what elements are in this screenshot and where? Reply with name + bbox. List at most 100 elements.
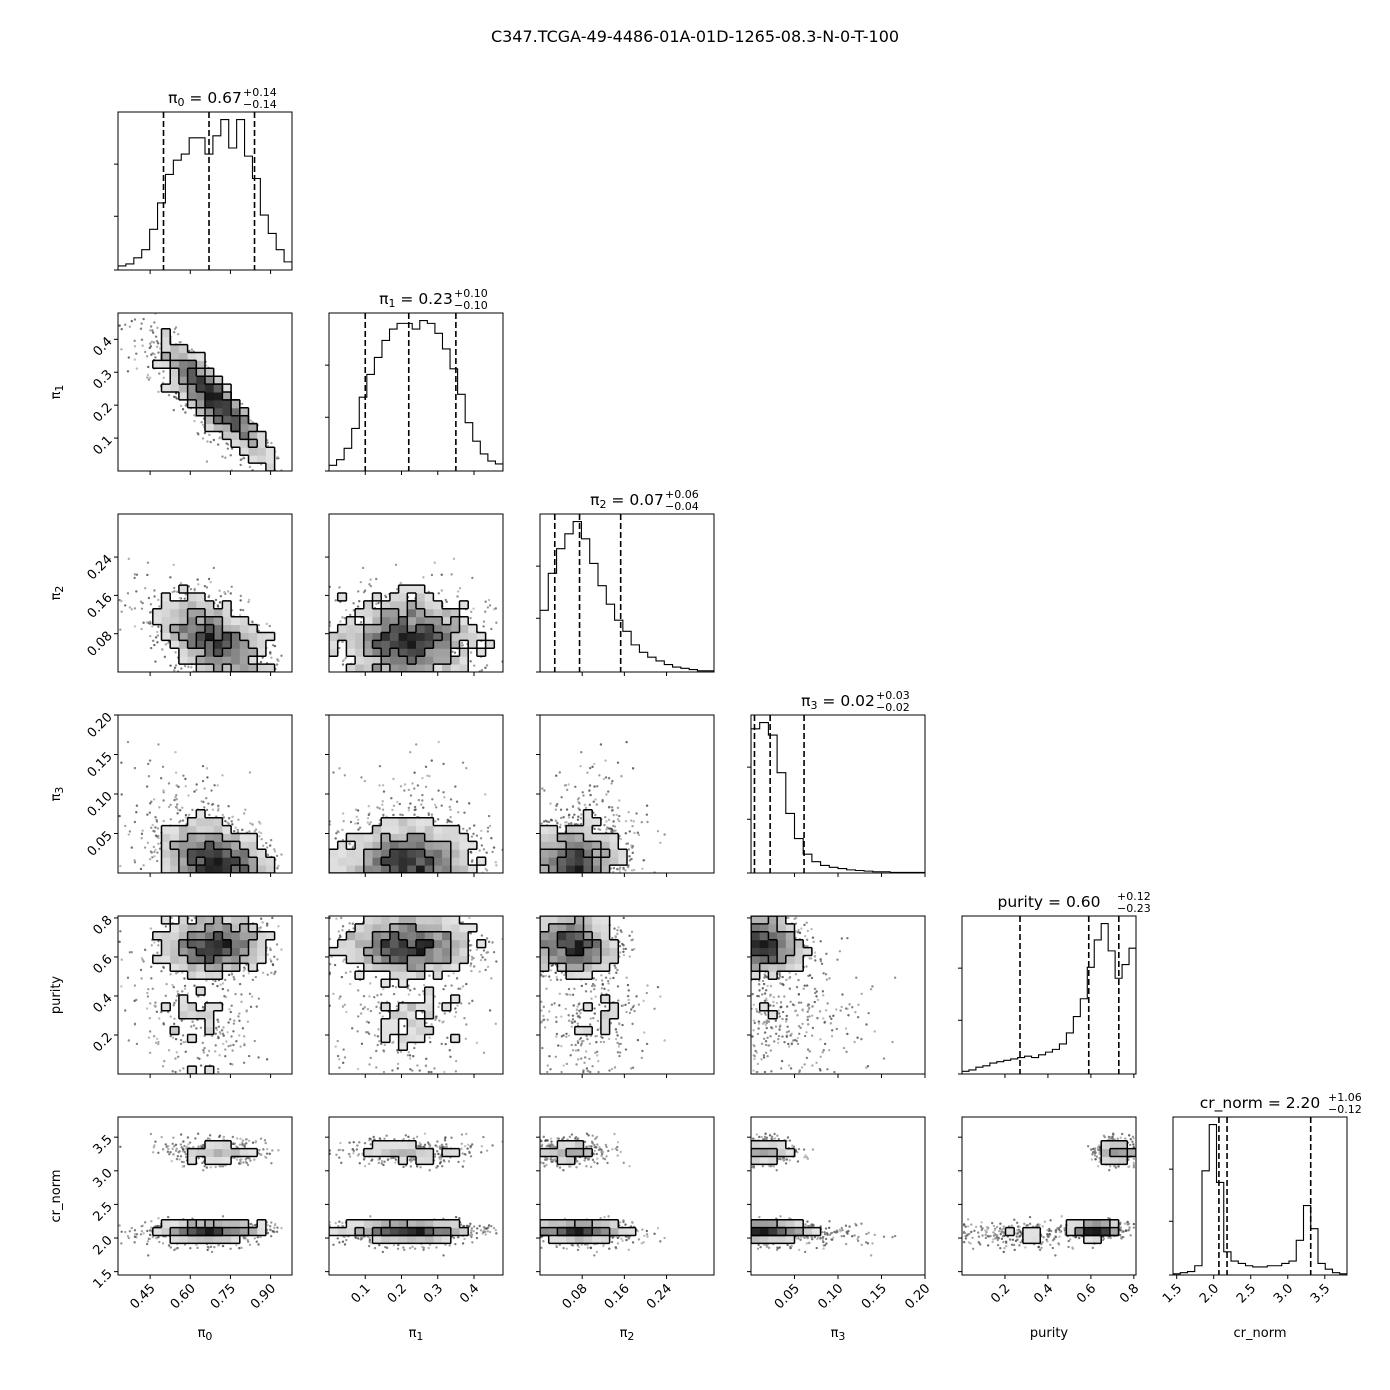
sample-point xyxy=(813,987,817,991)
sample-point xyxy=(382,790,386,793)
sample-point xyxy=(576,818,580,822)
x-tick-label: 0.3 xyxy=(421,1281,446,1306)
sample-point xyxy=(270,1162,273,1165)
sample-point xyxy=(139,327,143,330)
sample-point xyxy=(426,774,429,777)
sample-point xyxy=(490,1225,493,1228)
sample-point xyxy=(359,621,363,624)
density-cell xyxy=(161,1002,171,1012)
density-cell xyxy=(355,656,365,665)
sample-point xyxy=(409,750,412,754)
sample-point xyxy=(238,1143,242,1146)
sample-point xyxy=(970,1230,973,1234)
density-cell xyxy=(566,865,576,873)
sample-point xyxy=(158,372,161,375)
sample-point xyxy=(592,1152,595,1156)
sample-point xyxy=(484,610,487,613)
sample-point xyxy=(832,1014,835,1018)
sample-point xyxy=(184,1155,188,1159)
sample-point xyxy=(637,1003,641,1006)
sample-point xyxy=(819,958,822,961)
sample-point xyxy=(546,1064,549,1067)
sample-point xyxy=(1026,1224,1030,1227)
density-cell xyxy=(450,632,460,641)
sample-point xyxy=(248,465,252,469)
sample-point xyxy=(554,808,558,811)
sample-point xyxy=(636,1038,640,1042)
density-cell xyxy=(248,1227,258,1236)
sample-point xyxy=(133,1022,137,1026)
sample-point xyxy=(635,995,638,998)
sample-point xyxy=(145,621,149,624)
sample-point xyxy=(770,1070,773,1073)
density-cell xyxy=(398,841,408,850)
sample-point xyxy=(454,1007,457,1010)
density-cell xyxy=(600,1018,611,1028)
sample-point xyxy=(142,1232,145,1235)
panel-title-plus: +0.12 xyxy=(1117,890,1151,903)
sample-point xyxy=(1122,1235,1125,1239)
density-cell xyxy=(205,955,215,964)
density-cell xyxy=(196,955,206,964)
sample-point xyxy=(190,919,194,922)
sample-point xyxy=(242,1236,245,1239)
sample-point xyxy=(967,1241,971,1244)
sample-point xyxy=(795,1039,799,1043)
density-cell xyxy=(416,971,426,980)
density-cell xyxy=(213,841,223,850)
sample-point xyxy=(891,1040,894,1044)
sample-point xyxy=(1040,1246,1043,1250)
histogram-step xyxy=(329,319,503,471)
density-cell xyxy=(355,640,365,649)
density-cell xyxy=(187,1235,197,1244)
sample-point xyxy=(995,1225,999,1229)
density-cell xyxy=(231,833,241,842)
density-cell xyxy=(600,939,611,949)
sample-point xyxy=(271,1149,274,1152)
density-cell xyxy=(161,833,171,842)
density-cell xyxy=(424,656,434,665)
density-cell xyxy=(574,849,584,858)
sample-point xyxy=(798,931,802,935)
sample-point xyxy=(418,993,421,996)
sample-point xyxy=(1017,1231,1020,1234)
sample-point xyxy=(587,1157,591,1160)
sample-point xyxy=(407,1051,410,1054)
density-cell xyxy=(583,857,593,866)
sample-point xyxy=(470,1229,473,1232)
sample-point xyxy=(422,990,425,993)
sample-point xyxy=(555,1015,558,1019)
density-cell xyxy=(239,955,249,964)
sample-point xyxy=(181,990,184,993)
sample-point xyxy=(169,664,172,667)
density-cell xyxy=(205,1066,215,1074)
sample-point xyxy=(800,927,803,930)
sample-point xyxy=(791,1144,794,1147)
sample-point xyxy=(789,1067,793,1070)
density-cell xyxy=(213,849,223,858)
sample-point xyxy=(442,1254,445,1257)
sample-point xyxy=(550,819,554,822)
sample-point xyxy=(175,784,178,787)
sample-point xyxy=(1051,1246,1055,1250)
sample-point xyxy=(582,1070,585,1074)
sample-point xyxy=(618,1042,621,1046)
sample-point xyxy=(588,1023,592,1026)
sample-point xyxy=(154,1041,158,1045)
sample-point xyxy=(592,800,595,803)
density-cell xyxy=(196,971,206,980)
sample-point xyxy=(440,589,443,592)
density-cell xyxy=(355,632,365,641)
sample-point xyxy=(269,1234,273,1238)
density-cell xyxy=(768,1140,778,1150)
contour-line xyxy=(152,916,276,1074)
sample-point xyxy=(992,1224,996,1228)
sample-point xyxy=(779,1067,783,1070)
sample-point xyxy=(624,832,628,835)
density-cell xyxy=(574,841,584,850)
panel-title: cr_norm = 2.20 xyxy=(1200,1094,1321,1113)
density-cell xyxy=(196,407,206,417)
sample-point xyxy=(166,1150,170,1154)
density-cell xyxy=(196,384,206,393)
sample-point xyxy=(1111,1132,1115,1135)
